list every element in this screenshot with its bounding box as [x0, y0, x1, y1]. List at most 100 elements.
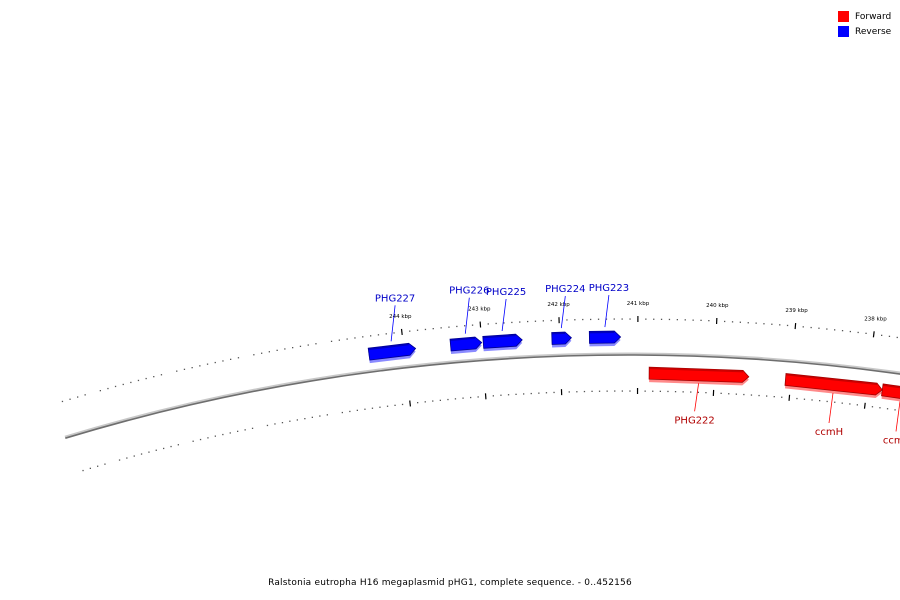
outer-minor-dot [739, 321, 741, 323]
outer-minor-dot [432, 328, 434, 330]
gene-arrow-PHG224[interactable] [551, 331, 572, 345]
inner-minor-dot [545, 392, 548, 394]
gene-leader-line [895, 401, 900, 432]
outer-minor-dot [668, 318, 671, 321]
inner-minor-dot [500, 394, 502, 396]
legend-item-reverse: Reverse [838, 24, 891, 39]
inner-minor-dot [155, 449, 157, 451]
outer-minor-dot [771, 323, 773, 325]
outer-minor-dot [362, 336, 364, 338]
outer-minor-dot [370, 335, 372, 337]
inner-minor-dot [728, 393, 730, 395]
inner-minor-dot [644, 390, 646, 392]
outer-minor-dot [519, 321, 521, 323]
outer-minor-dot [307, 344, 309, 346]
outer-minor-dot [183, 368, 186, 370]
inner-minor-dot [652, 390, 654, 392]
inner-minor-dot [386, 405, 389, 407]
gene-label-PHG227[interactable]: PHG227 [375, 293, 415, 304]
outer-minor-dot [629, 318, 631, 320]
inner-minor-dot [598, 390, 601, 392]
inner-minor-dot [606, 390, 608, 392]
outer-minor-dot [818, 327, 820, 329]
outer-minor-dot [613, 318, 615, 320]
gene-label-PHG226[interactable]: PHG226 [449, 286, 489, 297]
inner-minor-dot [720, 392, 722, 394]
inner-minor-dot [538, 392, 540, 394]
outer-minor-dot [230, 358, 232, 360]
inner-minor-dot [515, 393, 517, 395]
gene-leader-line [501, 298, 507, 332]
outer-minor-dot [566, 319, 568, 321]
inner-minor-dot [170, 445, 172, 448]
gene-arrow-ccmH[interactable] [784, 373, 883, 396]
sequence-caption: Ralstonia eutropha H16 megaplasmid pHG1,… [268, 578, 632, 588]
inner-minor-dot [104, 463, 106, 465]
outer-minor-dot [495, 322, 497, 325]
outer-minor-dot [857, 331, 859, 334]
outer-minor-dot [841, 330, 844, 332]
outer-minor-dot [99, 390, 101, 392]
inner-minor-dot [477, 396, 479, 398]
inner-minor-dot [148, 451, 150, 453]
inner-minor-dot [659, 390, 661, 392]
outer-minor-dot [261, 352, 263, 354]
inner-minor-dot [244, 429, 246, 431]
gene-label-ccmL[interactable]: ccmL [883, 435, 900, 446]
outer-minor-dot [268, 351, 270, 353]
gene-leader-line [390, 305, 396, 342]
outer-minor-dot [747, 322, 749, 324]
outer-minor-dot [708, 320, 710, 322]
inner-minor-dot [576, 391, 578, 393]
inner-minor-dot [432, 400, 434, 402]
outer-minor-dot [755, 322, 757, 324]
outer-minor-dot [424, 328, 427, 331]
gene-label-PHG224[interactable]: PHG224 [545, 284, 585, 295]
outer-minor-dot [731, 321, 734, 323]
legend-label-forward: Forward [855, 11, 892, 22]
gene-label-PHG223[interactable]: PHG223 [589, 283, 629, 294]
gene-arrow-PHG223[interactable] [588, 330, 622, 344]
inner-minor-dot [667, 390, 669, 393]
outer-minor-dot [464, 325, 466, 327]
outer-minor-dot [292, 347, 294, 349]
inner-minor-dot [690, 391, 692, 393]
outer-minor-dot [550, 319, 552, 322]
inner-minor-dot [319, 415, 321, 417]
outer-minor-dot [315, 343, 317, 345]
gene-label-ccmH[interactable]: ccmH [815, 427, 843, 438]
inner-major-tick [863, 402, 866, 409]
outer-minor-dot [137, 379, 140, 382]
outer-minor-dot [684, 319, 686, 321]
inner-minor-dot [296, 419, 298, 421]
outer-minor-dot [61, 400, 64, 403]
gene-leader-line [828, 392, 834, 424]
inner-minor-dot [222, 433, 224, 436]
outer-minor-dot [122, 383, 124, 386]
gene-leader-line [560, 296, 566, 329]
gene-label-PHG222[interactable]: PHG222 [674, 415, 714, 426]
gene-arrow-PHG226[interactable] [449, 336, 483, 352]
inner-minor-dot [758, 394, 760, 397]
outer-minor-dot [786, 324, 789, 327]
gene-arrow-PHG225[interactable] [482, 333, 523, 349]
inner-minor-dot [553, 391, 555, 394]
inner-minor-dot [364, 408, 366, 410]
inner-minor-dot [523, 393, 525, 395]
outer-minor-dot [77, 396, 79, 398]
outer-minor-dot [84, 394, 86, 396]
outer-minor-dot [299, 345, 302, 347]
inner-minor-dot [304, 418, 306, 420]
gene-edge [785, 373, 878, 386]
outer-major-tick [794, 323, 797, 330]
outer-minor-dot [338, 339, 340, 341]
outer-minor-dot [645, 318, 647, 320]
outer-minor-dot [487, 323, 489, 325]
inner-minor-dot [207, 437, 209, 439]
inner-minor-dot [834, 401, 836, 403]
inner-minor-dot [591, 390, 593, 392]
gene-label-PHG225[interactable]: PHG225 [486, 287, 526, 298]
inner-minor-dot [341, 411, 343, 414]
outer-minor-dot [69, 398, 71, 400]
